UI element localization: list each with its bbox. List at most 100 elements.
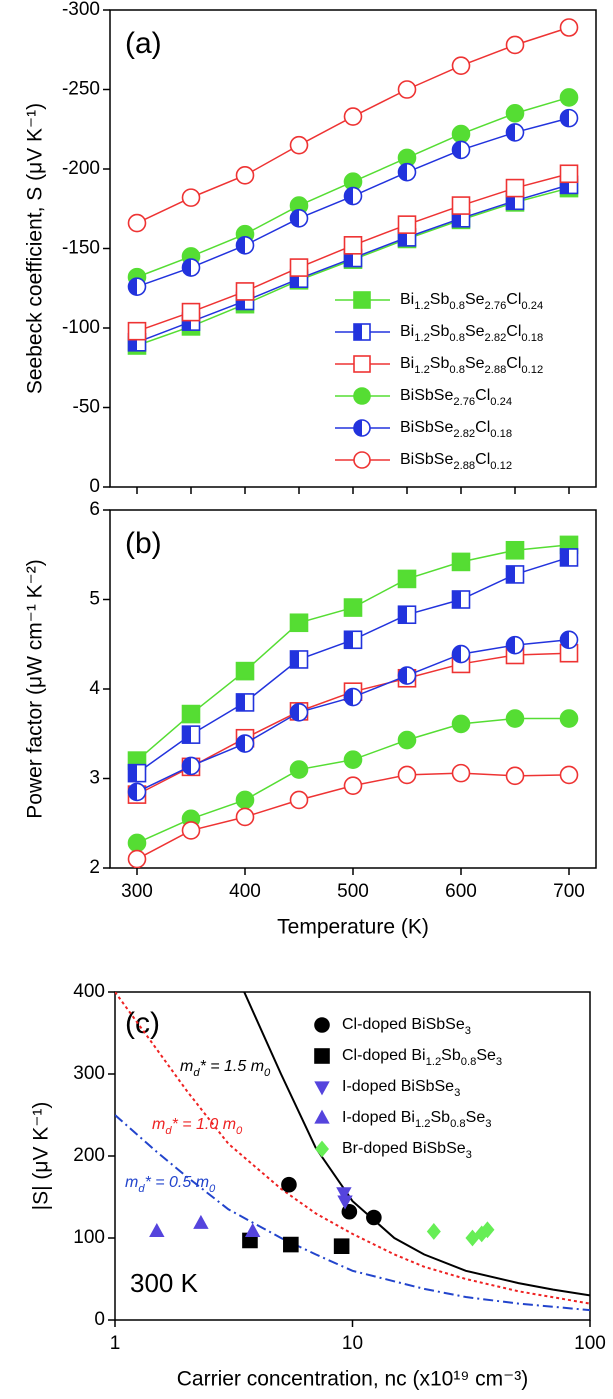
marker-shape xyxy=(127,833,147,853)
data-point xyxy=(505,123,525,142)
marker-half xyxy=(290,209,299,227)
marker-shape xyxy=(336,1187,352,1202)
data-point xyxy=(235,807,255,827)
marker-half xyxy=(354,420,362,436)
data-point xyxy=(193,1214,209,1229)
y-tick-label: 100 xyxy=(73,1227,105,1248)
data-point xyxy=(289,613,309,633)
data-point xyxy=(343,687,363,707)
data-point xyxy=(127,782,147,802)
data-point xyxy=(505,35,525,55)
marker-shape xyxy=(181,302,201,322)
marker-half xyxy=(398,228,407,246)
plot-area xyxy=(127,18,579,355)
data-point xyxy=(559,18,579,37)
marker-half xyxy=(344,688,353,706)
data-point xyxy=(336,1187,352,1202)
marker-shape xyxy=(333,1238,350,1254)
marker-shape xyxy=(235,807,255,827)
legend-label: Bi1.2Sb0.8Se2.76Cl0.24 xyxy=(400,291,543,312)
marker-half xyxy=(290,650,299,668)
data-point xyxy=(289,135,309,155)
marker-half xyxy=(128,278,137,296)
marker-half xyxy=(506,123,515,141)
data-point xyxy=(289,760,309,779)
theory-curve xyxy=(115,1114,590,1312)
data-point xyxy=(181,821,201,840)
y-tick-label: 4 xyxy=(89,678,100,699)
data-point xyxy=(559,630,579,650)
marker-shape xyxy=(235,790,255,810)
marker-shape xyxy=(505,540,525,560)
legend-marker xyxy=(353,419,371,437)
data-point xyxy=(480,1221,495,1239)
data-point xyxy=(505,540,525,560)
data-point xyxy=(289,702,309,722)
marker-shape xyxy=(343,236,363,255)
data-point xyxy=(505,565,525,584)
marker-half xyxy=(398,667,407,685)
theory-curve xyxy=(243,992,590,1297)
marker-half xyxy=(452,591,461,608)
marker-shape xyxy=(353,451,371,469)
data-point xyxy=(559,88,579,107)
x-tick-label: 300 xyxy=(121,881,153,902)
legend-label: BiSbSe2.82Cl0.18 xyxy=(400,419,512,440)
marker-half xyxy=(236,735,245,753)
x-tick-label: 700 xyxy=(553,881,585,902)
marker-half xyxy=(182,726,191,744)
legend-label: BiSbSe2.88Cl0.12 xyxy=(400,451,512,472)
panel-label: (a) xyxy=(125,27,162,60)
data-point xyxy=(235,790,255,810)
plot-area xyxy=(115,992,590,1312)
marker-half xyxy=(344,187,353,205)
data-point xyxy=(149,1223,165,1238)
marker-half xyxy=(560,176,569,194)
marker-shape xyxy=(289,258,309,277)
marker-shape xyxy=(283,1236,299,1253)
data-point xyxy=(505,104,525,123)
legend-marker xyxy=(315,1140,329,1158)
data-point xyxy=(451,644,471,664)
marker-shape xyxy=(235,166,255,185)
data-point xyxy=(397,80,417,99)
y-tick-label: 5 xyxy=(89,589,100,610)
data-point xyxy=(181,756,201,776)
legend-marker xyxy=(314,1081,330,1096)
data-point xyxy=(397,605,417,625)
marker-shape xyxy=(353,355,371,373)
data-point xyxy=(333,1238,350,1254)
marker-shape xyxy=(235,661,255,681)
marker-shape xyxy=(343,750,363,770)
marker-shape xyxy=(314,1048,330,1064)
data-point xyxy=(451,763,471,783)
plot-area xyxy=(127,535,579,868)
data-point xyxy=(451,552,471,572)
data-point xyxy=(289,650,309,669)
marker-shape xyxy=(474,1225,489,1243)
legend-label: I-doped Bi1.2Sb0.8Se3 xyxy=(342,1109,491,1130)
data-point xyxy=(235,282,255,301)
curve-annotation: md* = 1.0 m0 xyxy=(152,1116,243,1137)
data-point xyxy=(235,661,255,681)
marker-shape xyxy=(235,282,255,301)
data-point xyxy=(343,236,363,255)
marker-half xyxy=(398,606,407,624)
data-point xyxy=(451,714,471,734)
curve-annotation: md* = 1.5 m0 xyxy=(180,1058,271,1079)
marker-shape xyxy=(451,552,471,572)
data-point xyxy=(181,302,201,322)
data-point xyxy=(181,258,201,277)
marker-shape xyxy=(289,760,309,779)
data-point xyxy=(127,763,147,783)
marker-shape xyxy=(314,1017,330,1033)
marker-half xyxy=(182,757,191,775)
marker-shape xyxy=(397,215,417,234)
marker-shape xyxy=(314,1109,330,1124)
x-axis-label: Temperature (K) xyxy=(277,916,429,939)
panel-label: (b) xyxy=(125,527,162,560)
marker-half xyxy=(128,783,137,801)
marker-half xyxy=(506,565,515,583)
data-point xyxy=(343,750,363,770)
x-tick-label: 10 xyxy=(342,1333,363,1354)
